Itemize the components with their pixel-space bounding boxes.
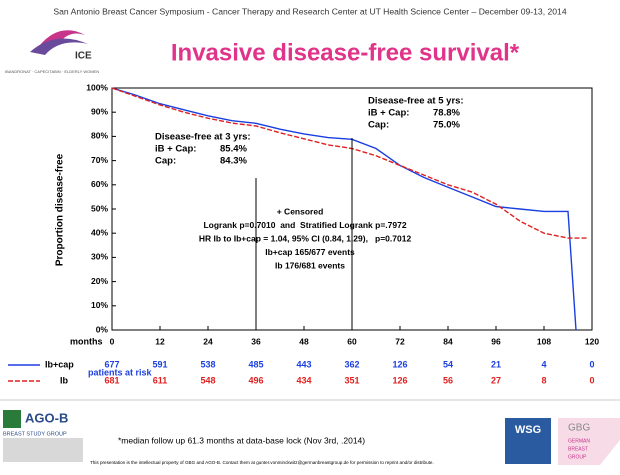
annotation-title: Disease-free at 5 yrs: — [368, 96, 464, 107]
x-tick-label: 12 — [155, 336, 165, 346]
annotation-label: iB + Cap: — [368, 108, 409, 119]
survival-line — [111, 87, 588, 239]
at-risk-count: 681 — [104, 375, 119, 385]
at-risk-count: 538 — [200, 359, 215, 369]
at-risk-count: 21 — [491, 359, 501, 369]
stat-text: Ib+cap 165/677 events — [265, 247, 355, 257]
header: San Antonio Breast Cancer Symposium - Ca… — [53, 6, 566, 16]
annotation-value: 75.0% — [433, 120, 460, 131]
chart-title: Invasive disease-free survival* — [171, 39, 520, 66]
wsg-logo: WSG — [515, 424, 541, 436]
annotation-value: 84.3% — [220, 156, 247, 167]
y-tick-label: 90% — [91, 106, 108, 116]
at-risk-count: 591 — [152, 359, 167, 369]
annotation-value: 85.4% — [220, 144, 247, 155]
at-risk-count: 0 — [589, 359, 594, 369]
at-risk-count: 27 — [491, 375, 501, 385]
y-tick-label: 70% — [91, 155, 108, 165]
legend-label: Ib+cap — [45, 359, 74, 369]
wsg-logo-box — [505, 418, 551, 464]
at-risk-count: 443 — [296, 359, 311, 369]
y-tick-label: 0% — [96, 324, 109, 334]
survival-line — [111, 87, 577, 331]
annotation-label: Cap: — [155, 156, 176, 167]
at-risk-count: 8 — [541, 375, 546, 385]
y-tick-label: 40% — [91, 227, 108, 237]
gbg-shape — [558, 418, 620, 465]
y-tick-label: 100% — [86, 82, 108, 92]
stat-text: Ib 176/681 events — [275, 260, 345, 270]
at-risk-count: 485 — [248, 359, 263, 369]
gbg-logo: GBG — [568, 423, 590, 434]
annotation-label: Cap: — [368, 120, 389, 131]
ago-sub: BREAST STUDY GROUP — [3, 431, 67, 437]
at-risk-count: 548 — [200, 375, 215, 385]
ago-banner — [3, 438, 83, 462]
annotation-title: Disease-free at 3 yrs: — [155, 132, 251, 143]
at-risk-count: 54 — [443, 359, 453, 369]
at-risk-count: 126 — [392, 375, 407, 385]
at-risk-count: 496 — [248, 375, 263, 385]
legend-label: Ib — [60, 375, 69, 385]
y-tick-label: 60% — [91, 179, 108, 189]
x-tick-label: 48 — [299, 336, 309, 346]
gbg-sub: BREAST — [568, 446, 588, 452]
x-tick-label: 96 — [491, 336, 501, 346]
logo-tagline: IBANDRONAT · CAPECITABIN · ELDERLY WOMEN — [5, 69, 99, 74]
at-risk-count: 351 — [344, 375, 359, 385]
annotation-label: iB + Cap: — [155, 144, 196, 155]
at-risk-label: patients at risk — [88, 367, 153, 377]
y-tick-label: 10% — [91, 300, 108, 310]
x-tick-label: 84 — [443, 336, 453, 346]
y-tick-label: 50% — [91, 203, 108, 213]
x-tick-label: 60 — [347, 336, 357, 346]
x-tick-label: 0 — [110, 336, 115, 346]
at-risk-count: 611 — [153, 375, 168, 385]
x-axis-label: months — [70, 336, 103, 346]
at-risk-count: 4 — [541, 359, 546, 369]
y-tick-label: 30% — [91, 252, 108, 262]
x-tick-label: 120 — [585, 336, 599, 346]
y-axis-label: Proportion disease-free — [55, 153, 66, 266]
logo-name: ICE — [75, 51, 92, 62]
footnote: *median follow up 61.3 months at data-ba… — [118, 435, 365, 445]
ice-logo: ICE IBANDRONAT · CAPECITABIN · ELDERLY W… — [5, 30, 99, 74]
annotation-value: 78.8% — [433, 108, 460, 119]
x-tick-label: 24 — [203, 336, 213, 346]
x-tick-label: 108 — [537, 336, 551, 346]
gbg-sub: GERMAN — [568, 438, 590, 444]
x-tick-label: 72 — [395, 336, 405, 346]
logo-swoosh — [30, 38, 88, 55]
at-risk-count: 0 — [589, 375, 594, 385]
at-risk-count: 56 — [443, 375, 453, 385]
at-risk-count: 126 — [392, 359, 407, 369]
stat-text: HR Ib to Ib+cap = 1.04, 95% CI (0.84, 1.… — [199, 233, 412, 243]
stat-text: + Censored — [277, 206, 324, 216]
ago-logo-mark — [3, 410, 21, 428]
gbg-sub: GROUP — [568, 454, 587, 460]
x-tick-label: 36 — [251, 336, 261, 346]
y-tick-label: 20% — [91, 276, 108, 286]
at-risk-count: 677 — [104, 359, 119, 369]
ago-logo: AGO-B — [25, 410, 68, 425]
y-tick-label: 80% — [91, 131, 108, 141]
at-risk-count: 434 — [296, 375, 311, 385]
at-risk-count: 362 — [344, 359, 359, 369]
disclaimer: This presentation is the intellectual pr… — [90, 460, 434, 465]
stat-text: Logrank p=0.7010 and Stratified Logrank … — [203, 220, 406, 230]
